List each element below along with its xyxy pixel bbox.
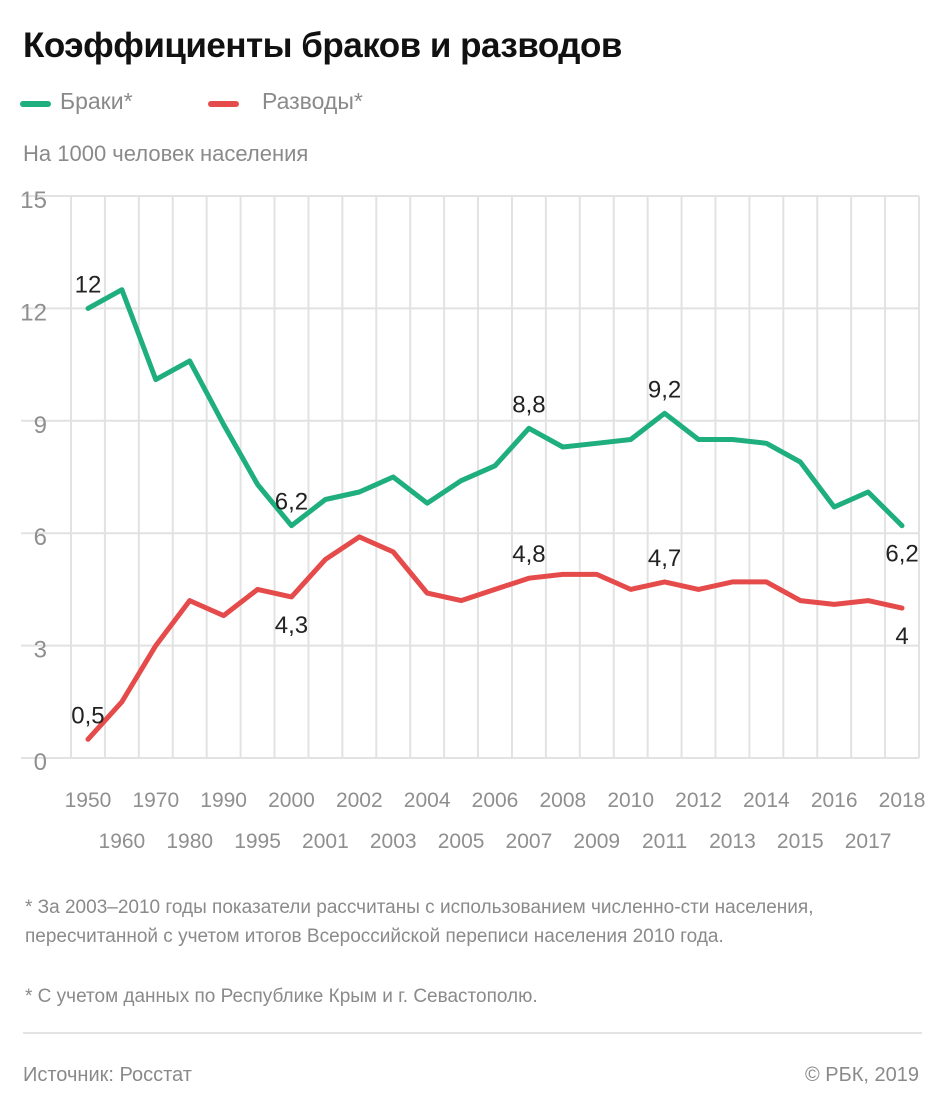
x-tick-label: 2010 [607, 789, 654, 812]
y-tick-label: 3 [34, 637, 47, 664]
copyright-text: © РБК, 2019 [804, 1064, 919, 1086]
y-tick-label: 12 [20, 299, 47, 326]
marriages-data-label: 9,2 [648, 376, 681, 403]
line-chart: 0 3 6 9 12 15 1950 1960 1970 1980 1990 1995 2000 200… [20, 187, 926, 853]
divorces-data-label: 4 [895, 623, 908, 650]
x-tick-label: 2016 [811, 789, 858, 812]
y-tick-label: 15 [20, 187, 47, 214]
divorces-line [85, 534, 905, 742]
x-tick-label: 2004 [404, 789, 451, 812]
x-tick-label: 2014 [743, 789, 790, 812]
x-tick-label: 2005 [438, 830, 485, 853]
x-tick-label: 2003 [370, 830, 417, 853]
x-tick-label: 2012 [675, 789, 722, 812]
x-tick-label: 2018 [879, 789, 926, 812]
x-tick-label: 2013 [709, 830, 756, 853]
footnote-2: * С учетом данных по Республике Крым и г… [25, 986, 538, 1007]
marriages-data-label: 6,2 [885, 541, 918, 568]
footnote-1: * За 2003–2010 годы показатели рассчитан… [25, 897, 814, 947]
marriages-data-label: 8,8 [512, 391, 545, 418]
marriages-data-label: 6,2 [275, 489, 308, 516]
grid [21, 195, 920, 759]
y-tick-label: 9 [34, 412, 47, 439]
x-tick-label: 2009 [573, 830, 620, 853]
divider [23, 1032, 922, 1034]
x-tick-label: 2011 [642, 830, 687, 853]
legend-label-divorces: Разводы* [262, 88, 363, 114]
legend-swatch-marriages [20, 101, 51, 107]
x-tick-label: 2000 [268, 789, 315, 812]
chart-subtitle: На 1000 человек населения [23, 141, 309, 166]
x-tick-label: 1995 [234, 830, 281, 853]
divorces-data-label: 0,5 [71, 702, 104, 729]
y-axis-ticks: 0 3 6 9 12 15 [20, 187, 47, 776]
x-tick-label: 1950 [65, 789, 112, 812]
x-tick-label: 2006 [472, 789, 519, 812]
divorces-data-label: 4,7 [648, 545, 681, 572]
x-tick-label: 1990 [200, 789, 247, 812]
chart-title: Коэффициенты браков и разводов [23, 26, 622, 65]
data-labels: 12 6,2 8,8 9,2 6,2 0,5 4,3 4,8 4,7 4 [71, 271, 918, 729]
legend-swatch-divorces [208, 101, 239, 107]
x-tick-label: 1960 [99, 830, 146, 853]
x-tick-label: 1980 [166, 830, 213, 853]
x-tick-label: 2008 [539, 789, 586, 812]
x-tick-label: 2007 [506, 830, 553, 853]
x-tick-label: 2015 [777, 830, 824, 853]
y-tick-label: 0 [34, 749, 47, 776]
divorces-data-label: 4,3 [275, 612, 308, 639]
series-lines [85, 287, 905, 742]
x-tick-label: 2017 [845, 830, 892, 853]
x-axis-ticks: 1950 1960 1970 1980 1990 1995 2000 2001 2002 2003… [65, 789, 926, 853]
y-tick-label: 6 [34, 524, 47, 551]
divorces-data-label: 4,8 [512, 541, 545, 568]
marriages-line [85, 287, 905, 529]
x-tick-label: 1970 [132, 789, 179, 812]
legend-label-marriages: Браки* [60, 88, 133, 114]
x-tick-label: 2002 [336, 789, 383, 812]
source-text: Источник: Росстат [23, 1064, 192, 1086]
marriages-data-label: 12 [75, 271, 102, 298]
x-tick-label: 2001 [302, 830, 349, 853]
